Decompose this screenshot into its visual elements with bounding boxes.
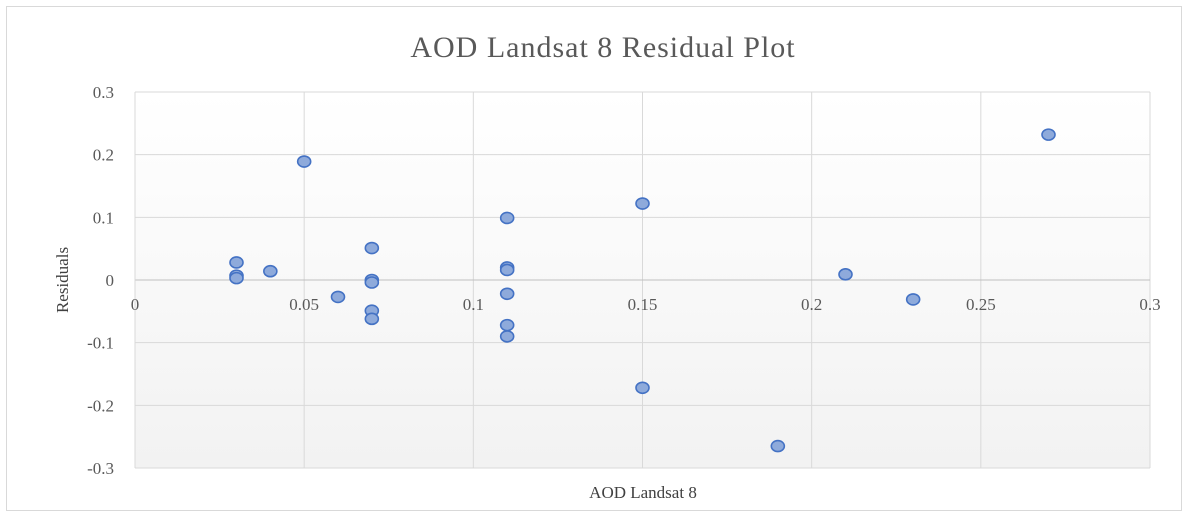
y-tick-label: 0.2 (93, 146, 114, 165)
data-points (229, 128, 1056, 453)
x-tick-label: 0.25 (966, 295, 996, 314)
data-point (635, 381, 650, 395)
data-point (263, 264, 278, 278)
x-tick-label: 0.3 (1139, 295, 1160, 314)
data-point (229, 256, 244, 269)
x-tick-label: 0.1 (463, 295, 484, 314)
grid-lines (134, 91, 1151, 469)
y-tick-labels: 0.3 0.2 0.1 0 -0.1 -0.2 -0.3 (87, 83, 114, 478)
data-point (499, 330, 515, 343)
data-point (1041, 128, 1056, 141)
y-tick-label: 0.3 (93, 83, 114, 102)
y-tick-label: -0.3 (87, 459, 114, 478)
y-tick-label: 0 (106, 271, 115, 290)
x-tick-labels: 0 0.05 0.1 0.15 0.2 0.25 0.3 (131, 295, 1161, 314)
data-point (499, 318, 515, 332)
data-point (229, 271, 244, 285)
y-tick-label: -0.1 (87, 334, 114, 353)
x-tick-label: 0.05 (289, 295, 319, 314)
data-point (499, 263, 515, 277)
data-point (905, 293, 921, 306)
data-point (364, 312, 380, 326)
x-tick-label: 0.2 (801, 295, 822, 314)
data-point (499, 287, 515, 301)
data-point (330, 290, 346, 304)
x-axis-title: AOD Landsat 8 (589, 483, 697, 502)
y-axis-title: Residuals (53, 247, 72, 313)
data-point (838, 268, 853, 281)
data-point (499, 211, 515, 225)
chart-title: AOD Landsat 8 Residual Plot (410, 31, 795, 64)
y-tick-label: -0.2 (87, 396, 114, 415)
data-point (635, 197, 650, 210)
data-point (364, 276, 380, 289)
data-point (364, 241, 380, 255)
x-tick-label: 0 (131, 295, 140, 314)
data-point (296, 155, 312, 168)
data-point (770, 439, 786, 453)
y-tick-label: 0.1 (93, 208, 114, 227)
x-tick-label: 0.15 (628, 295, 658, 314)
